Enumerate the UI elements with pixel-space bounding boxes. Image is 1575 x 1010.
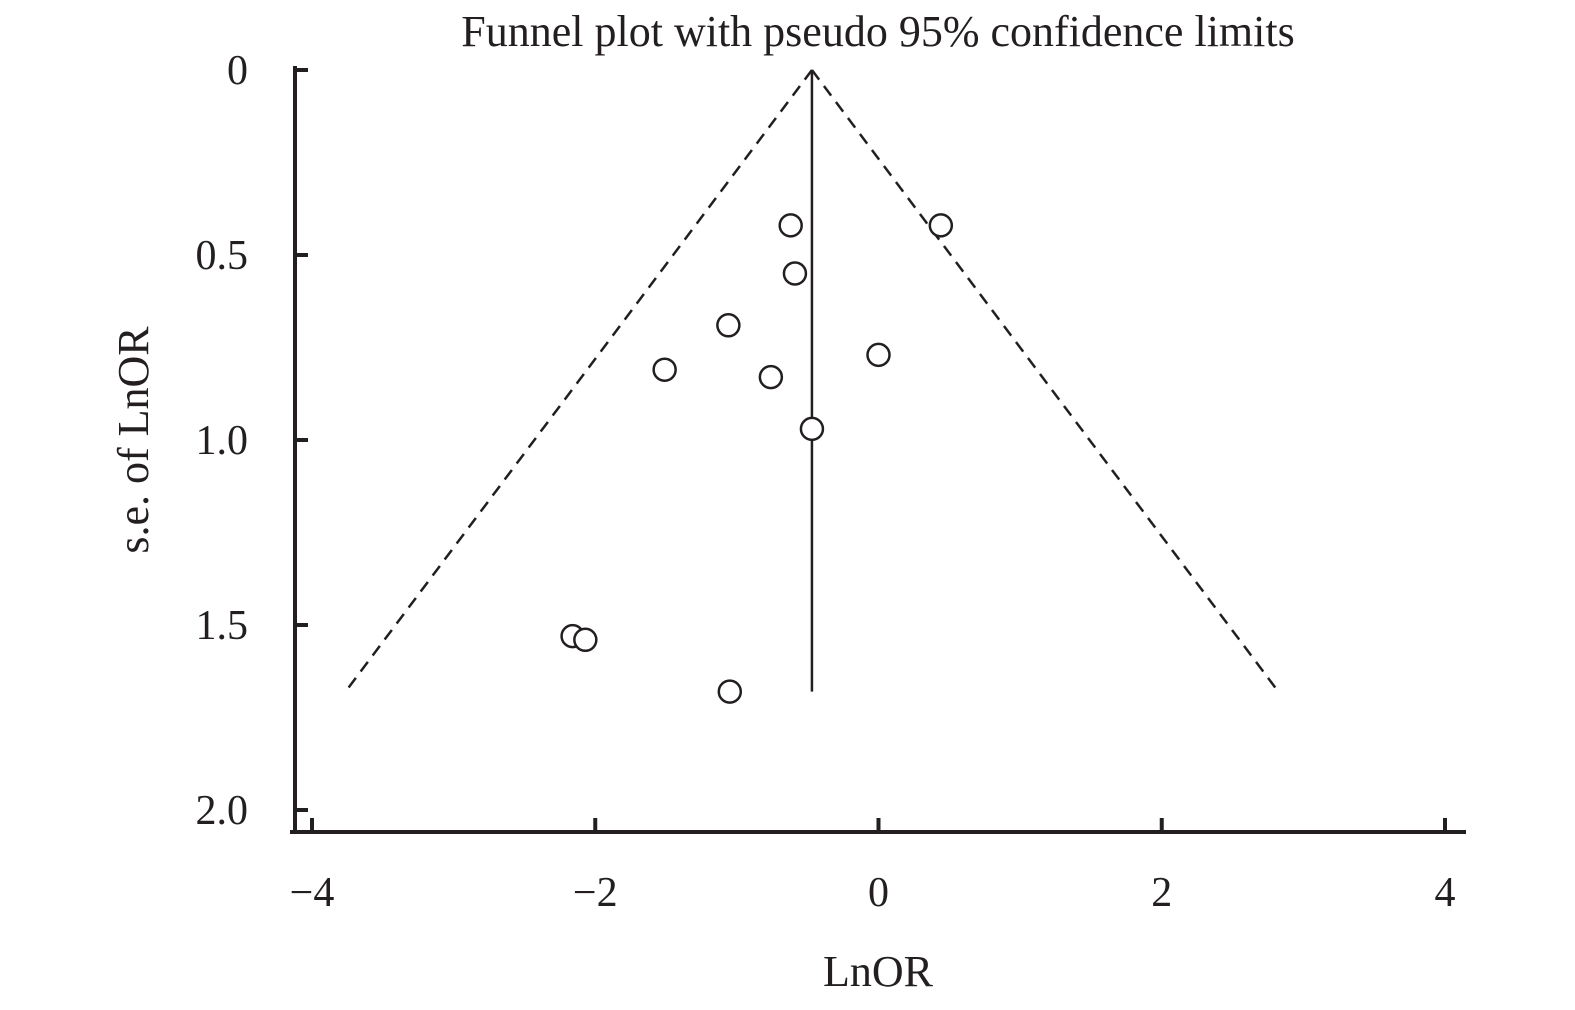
x-axis-ticks: −4 −2 0 2 4 — [290, 818, 1456, 916]
study-point — [778, 213, 803, 238]
study-point — [716, 313, 741, 338]
study-point — [928, 213, 954, 238]
y-tick-label: 0.5 — [196, 233, 249, 279]
study-point — [652, 357, 677, 382]
x-tick-label: 4 — [1435, 870, 1456, 916]
x-axis-label: LnOR — [823, 947, 934, 996]
confidence-limit-lines — [344, 69, 1280, 693]
y-axis-ticks: 0 0.5 1.0 1.5 2.0 — [196, 48, 308, 834]
study-point — [717, 679, 743, 704]
study-point — [573, 627, 598, 653]
upper-confidence-limit-line — [810, 69, 1280, 693]
plot-area: 0 0.5 1.0 1.5 2.0 −4 −2 0 2 4 — [196, 48, 1466, 916]
study-point — [782, 261, 808, 286]
study-point — [866, 342, 891, 368]
chart-title: Funnel plot with pseudo 95% confidence l… — [461, 7, 1294, 56]
y-tick-label: 2.0 — [196, 788, 249, 834]
y-axis-label: s.e. of LnOR — [109, 326, 158, 554]
study-points — [560, 213, 954, 704]
y-tick-label: 1.0 — [196, 418, 249, 464]
x-tick-label: 2 — [1151, 870, 1172, 916]
study-point — [799, 416, 825, 442]
y-tick-label: 0 — [227, 48, 248, 94]
study-point — [758, 364, 784, 390]
y-tick-label: 1.5 — [196, 603, 249, 649]
x-tick-label: 0 — [868, 870, 889, 916]
x-tick-label: −4 — [290, 870, 335, 916]
lower-confidence-limit-line — [344, 69, 813, 693]
x-tick-label: −2 — [573, 870, 618, 916]
